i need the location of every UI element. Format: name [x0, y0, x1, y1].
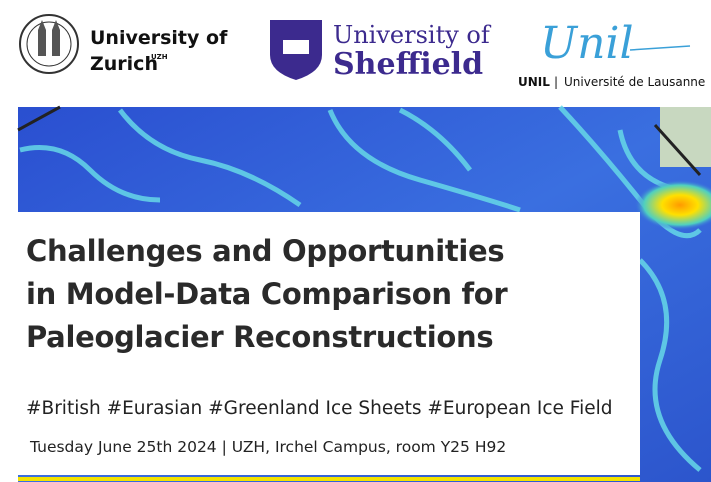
sheffield-place: Sheffield [333, 47, 483, 82]
uzh-logo [19, 14, 79, 74]
ice-map-streams [19, 105, 702, 472]
sheffield-book [283, 40, 309, 54]
ice-map-edge [653, 123, 702, 177]
tags: #British #Eurasian #Greenland Ice Sheets… [26, 398, 613, 419]
uzh-name: University of [90, 27, 228, 49]
title-line: Paleoglacier Reconstructions [26, 320, 494, 354]
sheffield-name: University of [333, 21, 492, 49]
ice-map-hotspot [635, 180, 711, 230]
unil-swash [629, 45, 691, 51]
title-line: in Model-Data Comparison for [26, 277, 508, 311]
unil-abbr: UNIL [518, 75, 550, 89]
uzh-abbr: UZH [151, 53, 168, 61]
unil-mark: Unil [540, 18, 634, 69]
text-panel [18, 212, 640, 475]
unil-separator: | [554, 75, 558, 89]
title-line: Challenges and Opportunities [26, 234, 505, 268]
title: Challenges and Opportunities in Model-Da… [26, 230, 508, 359]
ice-map-edge [17, 105, 61, 132]
uzh-place: Zurich [90, 53, 158, 75]
unil-name: Université de Lausanne [564, 75, 705, 89]
bottom-bar [18, 477, 640, 481]
event-details: Tuesday June 25th 2024 | UZH, Irchel Cam… [30, 438, 507, 456]
